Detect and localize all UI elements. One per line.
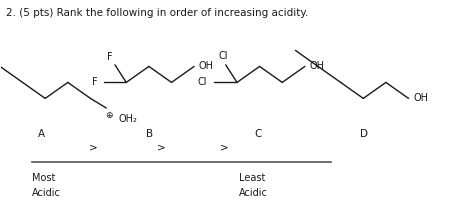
Text: >: >	[89, 142, 98, 152]
Text: C: C	[255, 129, 262, 139]
Text: Acidic: Acidic	[239, 188, 268, 198]
Text: >: >	[157, 142, 166, 152]
Text: Most: Most	[32, 173, 55, 183]
Text: OH: OH	[413, 93, 428, 103]
Text: ⊕: ⊕	[105, 111, 113, 120]
Text: >: >	[219, 142, 228, 152]
Text: D: D	[360, 129, 368, 139]
Text: 2. (5 pts) Rank the following in order of increasing acidity.: 2. (5 pts) Rank the following in order o…	[6, 8, 309, 18]
Text: OH: OH	[199, 61, 214, 71]
Text: OH₂: OH₂	[118, 114, 137, 124]
Text: Cl: Cl	[219, 51, 228, 61]
Text: F: F	[108, 52, 113, 62]
Text: OH: OH	[310, 61, 325, 71]
Text: A: A	[38, 129, 45, 139]
Text: Cl: Cl	[198, 77, 207, 87]
Text: Acidic: Acidic	[32, 188, 61, 198]
Text: B: B	[146, 129, 154, 139]
Text: F: F	[92, 77, 98, 87]
Text: Least: Least	[239, 173, 266, 183]
